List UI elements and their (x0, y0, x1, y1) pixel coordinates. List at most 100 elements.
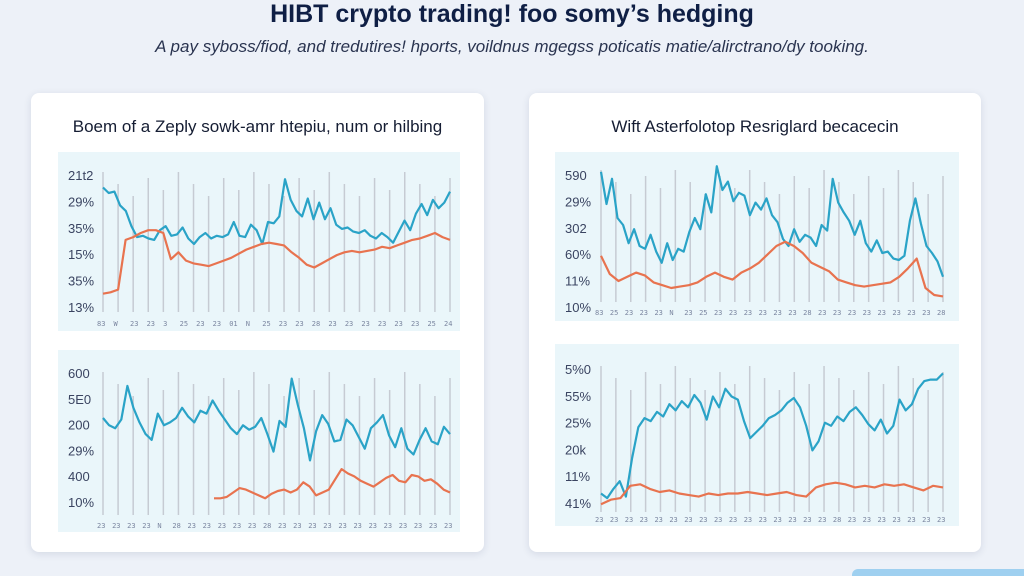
right-card-title: Wift Asterfolotop Resriglard becacecin (611, 117, 899, 136)
page-title: HIBT crypto trading! foo somy’s hedging (270, 0, 754, 28)
x-tick-label: 23 (293, 522, 301, 530)
x-tick-label: 23 (863, 516, 871, 524)
x-tick-label: 23 (907, 309, 915, 317)
x-tick-label: 23 (411, 320, 419, 328)
left-chart-card: Boem of a Zeply sowk-amr htepiu, num or … (31, 93, 484, 552)
x-tick-label: N (669, 309, 673, 317)
x-tick-label: 23 (907, 516, 915, 524)
x-tick-label: 23 (323, 522, 331, 530)
left-charts-svg: 21t2 29% 35% 15% 35% 13%83 W 23 23 3 25 23 23 01 N 25 23… (58, 152, 460, 532)
x-tick-label: 23 (818, 309, 826, 317)
x-tick-label: 83 (97, 320, 105, 328)
x-tick-label: 23 (878, 309, 886, 317)
x-tick-label: 23 (654, 309, 662, 317)
x-tick-label: 23 (922, 309, 930, 317)
x-tick-label: 28 (172, 522, 180, 530)
x-tick-label: 23 (759, 516, 767, 524)
x-tick-label: 23 (729, 516, 737, 524)
x-tick-label: 23 (278, 522, 286, 530)
y-tick-label: 5E0 (68, 392, 91, 407)
y-tick-label: 29% (68, 443, 94, 458)
y-tick-label: 13% (68, 300, 94, 315)
y-tick-label: 35% (68, 221, 94, 236)
x-tick-label: 23 (744, 516, 752, 524)
y-tick-label: 600 (68, 366, 90, 381)
x-tick-label: 23 (147, 320, 155, 328)
x-tick-label: 23 (833, 309, 841, 317)
x-tick-label: 23 (248, 522, 256, 530)
x-tick-label: 23 (878, 516, 886, 524)
x-tick-label: 23 (394, 320, 402, 328)
left-card-title: Boem of a Zeply sowk-amr htepiu, num or … (72, 117, 443, 136)
series-line-teal (599, 165, 945, 278)
x-tick-label: 28 (833, 516, 841, 524)
x-tick-label: 23 (640, 516, 648, 524)
x-tick-label: 25 (610, 309, 618, 317)
y-tick-label: 302 (565, 221, 587, 236)
x-tick-label: N (246, 320, 250, 328)
x-tick-label: 23 (892, 516, 900, 524)
y-tick-label: 11% (565, 469, 590, 484)
x-tick-label: 23 (595, 516, 603, 524)
x-tick-label: 23 (684, 309, 692, 317)
x-tick-label: 3 (163, 320, 167, 328)
y-tick-label: 400 (68, 469, 90, 484)
x-tick-label: 23 (112, 522, 120, 530)
y-tick-label: 60% (565, 247, 591, 262)
x-tick-label: 23 (773, 309, 781, 317)
x-tick-label: 23 (429, 522, 437, 530)
x-tick-label: 23 (142, 522, 150, 530)
series-line-teal (102, 377, 451, 462)
x-tick-label: 28 (803, 309, 811, 317)
x-tick-label: 23 (892, 309, 900, 317)
y-tick-label: 15% (68, 247, 94, 262)
plot-background (555, 152, 959, 321)
series-line-teal (600, 372, 944, 500)
x-tick-label: 23 (196, 320, 204, 328)
x-tick-label: 23 (213, 320, 221, 328)
x-tick-label: 23 (130, 320, 138, 328)
x-tick-label: 23 (848, 309, 856, 317)
x-tick-label: 25 (427, 320, 435, 328)
page-subtitle: A pay syboss/fiod, and tredutires! hport… (155, 37, 869, 56)
x-tick-label: 23 (97, 522, 105, 530)
y-tick-label: 5%0 (565, 362, 591, 377)
x-tick-label: 01 (229, 320, 237, 328)
series-line-orange (600, 481, 944, 506)
x-tick-label: 23 (369, 522, 377, 530)
x-tick-label: N (157, 522, 161, 530)
x-tick-label: 23 (399, 522, 407, 530)
chart-right-top: 590 29% 302 60% 11% 10% 83 25 23 23 23 N 23 25 23 23 23 2… (555, 152, 959, 321)
x-tick-label: 23 (848, 516, 856, 524)
x-tick-label: 23 (610, 516, 618, 524)
x-tick-label: 23 (353, 522, 361, 530)
x-tick-label: 23 (188, 522, 196, 530)
y-tick-label: 20k (565, 442, 586, 457)
x-tick-label: 24 (444, 320, 452, 328)
x-tick-label: 23 (922, 516, 930, 524)
x-tick-label: 23 (308, 522, 316, 530)
series-line-orange (102, 229, 451, 295)
x-tick-label: 28 (312, 320, 320, 328)
series-line-orange (600, 240, 944, 298)
x-tick-label: 23 (654, 516, 662, 524)
corner-accent-bar (852, 569, 1024, 576)
x-tick-label: 23 (863, 309, 871, 317)
x-tick-label: 23 (361, 320, 369, 328)
x-tick-label: 23 (625, 516, 633, 524)
x-tick-label: 83 (595, 309, 603, 317)
x-tick-label: 23 (295, 320, 303, 328)
y-tick-label: 590 (565, 168, 587, 183)
x-tick-label: 23 (218, 522, 226, 530)
x-tick-label: 23 (714, 309, 722, 317)
x-tick-label: 23 (127, 522, 135, 530)
x-tick-label: 23 (378, 320, 386, 328)
x-tick-label: 23 (279, 320, 287, 328)
y-tick-label: 35% (68, 274, 94, 289)
y-tick-label: 10% (68, 495, 94, 510)
x-tick-label: 23 (444, 522, 452, 530)
x-tick-label: 23 (759, 309, 767, 317)
y-tick-label: 41% (565, 496, 591, 511)
x-tick-label: 23 (640, 309, 648, 317)
y-tick-label: 200 (68, 418, 90, 433)
